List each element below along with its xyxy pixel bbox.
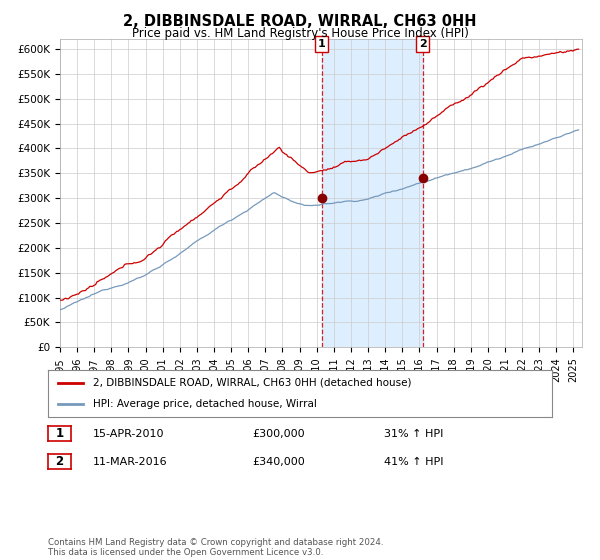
Text: 2: 2 [419,39,427,49]
Text: 15-APR-2010: 15-APR-2010 [93,429,164,439]
Bar [322,39,422,347]
Text: £340,000: £340,000 [252,457,305,467]
Text: 31% ↑ HPI: 31% ↑ HPI [384,429,443,439]
Text: Price paid vs. HM Land Registry's House Price Index (HPI): Price paid vs. HM Land Registry's House … [131,27,469,40]
Text: 1: 1 [318,39,326,49]
Text: 41% ↑ HPI: 41% ↑ HPI [384,457,443,467]
Text: Contains HM Land Registry data © Crown copyright and database right 2024.
This d: Contains HM Land Registry data © Crown c… [48,538,383,557]
Text: 2, DIBBINSDALE ROAD, WIRRAL, CH63 0HH: 2, DIBBINSDALE ROAD, WIRRAL, CH63 0HH [123,14,477,29]
Text: 1: 1 [55,427,64,440]
Text: HPI: Average price, detached house, Wirral: HPI: Average price, detached house, Wirr… [94,399,317,409]
Text: £300,000: £300,000 [252,429,305,439]
Text: 2, DIBBINSDALE ROAD, WIRRAL, CH63 0HH (detached house): 2, DIBBINSDALE ROAD, WIRRAL, CH63 0HH (d… [94,378,412,388]
Text: 2: 2 [55,455,64,468]
Text: 11-MAR-2016: 11-MAR-2016 [93,457,167,467]
